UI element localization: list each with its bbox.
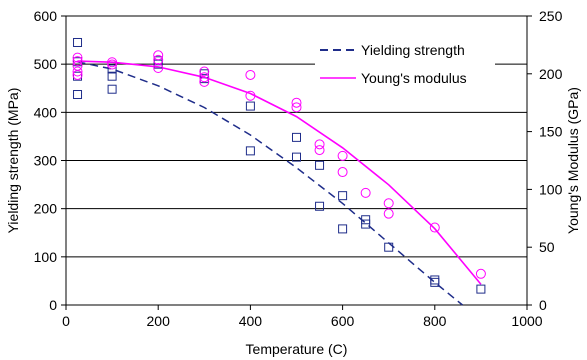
marker-yielding-strength-24	[476, 284, 486, 294]
marker-yielding-strength-17	[338, 191, 348, 201]
marker-yielding-strength-0	[73, 37, 83, 47]
y-tick-label-500: 500	[34, 56, 58, 72]
y-tick-label-200: 200	[34, 201, 58, 217]
fit-curves	[77, 60, 482, 306]
marker-youngs-modulus-17	[314, 139, 325, 150]
marker-youngs-modulus-21	[360, 187, 371, 198]
y-tick-label-600: 600	[34, 8, 58, 24]
marker-youngs-modulus-22	[383, 198, 394, 209]
marker-youngs-modulus-23	[383, 208, 394, 219]
marker-youngs-modulus-9	[153, 63, 164, 74]
axis-ticks: 0 200 400 600 800 100001002003004005006000501…	[34, 8, 563, 329]
marker-youngs-modulus-18	[314, 145, 325, 156]
data-markers	[72, 37, 486, 294]
y2-tick-label-50: 50	[539, 239, 555, 255]
marker-yielding-strength-3	[73, 90, 83, 100]
y-axis-label-left: Yielding strength (MPa)	[5, 88, 21, 234]
marker-youngs-modulus-6	[107, 59, 118, 70]
marker-yielding-strength-5	[107, 71, 117, 81]
marker-yielding-strength-14	[292, 152, 301, 162]
marker-youngs-modulus-7	[153, 50, 164, 61]
marker-youngs-modulus-20	[337, 167, 348, 178]
marker-youngs-modulus-19	[337, 150, 348, 161]
marker-youngs-modulus-10	[199, 66, 210, 77]
marker-youngs-modulus-16	[291, 102, 302, 113]
marker-yielding-strength-21	[384, 242, 394, 252]
marker-youngs-modulus-25	[475, 268, 486, 279]
x-tick-label-600: 600	[331, 313, 355, 329]
marker-yielding-strength-15	[315, 160, 325, 170]
y-tick-label-400: 400	[34, 104, 58, 120]
marker-yielding-strength-23	[430, 277, 440, 287]
x-tick-label-800: 800	[423, 313, 447, 329]
marker-youngs-modulus-4	[72, 69, 83, 80]
marker-youngs-modulus-0	[72, 52, 83, 63]
y-tick-label-300: 300	[34, 153, 58, 169]
x-tick-label-1000: 1000	[511, 313, 542, 329]
marker-youngs-modulus-3	[72, 66, 83, 77]
legend-box	[315, 38, 495, 92]
marker-youngs-modulus-8	[153, 54, 164, 65]
marker-yielding-strength-13	[292, 132, 301, 142]
y-axis-label-right: Young's Modulus (GPa)	[565, 87, 581, 234]
x-tick-label-0: 0	[62, 313, 70, 329]
x-tick-label-200: 200	[147, 313, 171, 329]
marker-yielding-strength-12	[245, 146, 255, 156]
marker-youngs-modulus-11	[199, 72, 210, 83]
y-tick-label-100: 100	[34, 249, 58, 265]
fit-curve-youngs-modulus	[77, 60, 482, 285]
marker-youngs-modulus-24	[429, 222, 440, 233]
marker-youngs-modulus-12	[199, 76, 210, 87]
marker-youngs-modulus-13	[245, 69, 256, 80]
marker-yielding-strength-16	[315, 201, 325, 211]
legend-label-yielding-strength: Yielding strength	[361, 42, 465, 58]
y-tick-label-0: 0	[49, 297, 57, 313]
gridlines	[66, 63, 527, 258]
y2-tick-label-250: 250	[539, 8, 563, 24]
y2-tick-label-200: 200	[539, 66, 563, 82]
marker-yielding-strength-18	[338, 224, 348, 234]
x-tick-label-400: 400	[239, 313, 263, 329]
marker-yielding-strength-4	[107, 64, 117, 74]
marker-yielding-strength-20	[361, 219, 371, 229]
marker-youngs-modulus-1	[72, 56, 83, 67]
y2-tick-label-0: 0	[539, 297, 547, 313]
legend: Yielding strength Young's modulus	[315, 38, 495, 92]
marker-yielding-strength-11	[245, 101, 255, 111]
marker-youngs-modulus-5	[107, 57, 118, 68]
x-axis-label: Temperature (C)	[246, 341, 348, 357]
legend-label-youngs-modulus: Young's modulus	[361, 70, 467, 86]
marker-yielding-strength-6	[107, 84, 117, 94]
marker-youngs-modulus-14	[245, 90, 256, 101]
y2-tick-label-100: 100	[539, 181, 563, 197]
y2-tick-label-150: 150	[539, 124, 563, 140]
fit-curve-yielding-strength	[77, 61, 463, 306]
marker-youngs-modulus-15	[291, 97, 302, 108]
